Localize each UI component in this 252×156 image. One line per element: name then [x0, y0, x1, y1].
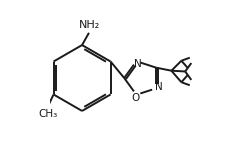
Text: CH₃: CH₃ [38, 110, 57, 119]
Text: O: O [131, 93, 139, 103]
Text: N: N [155, 82, 162, 92]
Text: NH₂: NH₂ [78, 20, 100, 30]
Text: N: N [134, 59, 142, 69]
